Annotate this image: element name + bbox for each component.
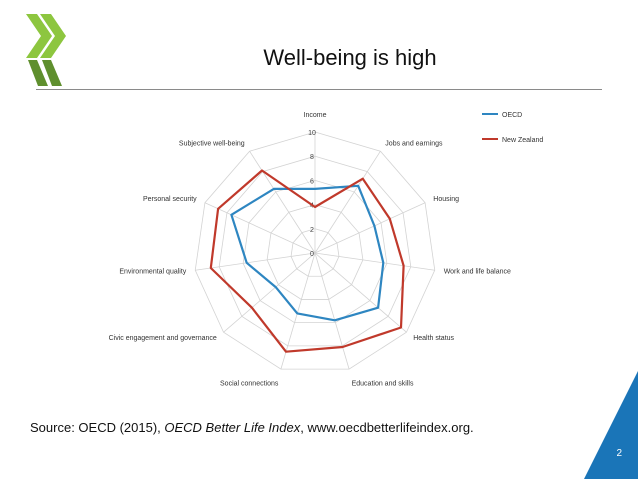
axis-label: Work and life balance [444,269,511,276]
grid-spoke [314,150,381,254]
series-line [209,169,405,353]
logo-chevron-upper [26,14,52,58]
grid-ring [242,179,388,324]
title-divider [36,89,602,90]
radar-axis-labels: Income Jobs and earnings Housing Work and l… [109,112,511,388]
slide-title: Well-being is high [263,45,437,70]
source-prefix: Source: OECD (2015), [30,420,165,435]
grid-spoke [314,252,350,370]
source-suffix: , www.oecdbetterlifeindex.org. [300,420,474,435]
axis-label: Social connections [220,381,279,388]
tick-label: 0 [310,251,314,258]
grid-spoke [314,252,407,333]
axis-label: Civic engagement and governance [109,335,217,342]
oecd-logo-icon [26,14,66,86]
source-publication: OECD Better Life Index [164,420,301,435]
grid-ring [194,131,436,370]
axis-label: Health status [413,335,454,342]
corner-accent [584,371,638,479]
axis-label: Housing [433,196,459,203]
grid-ring [218,155,412,347]
logo-chevron-upper-right [40,14,66,58]
source-note: Source: OECD (2015), OECD Better Life In… [30,420,474,435]
logo-chevron-lower-right [42,60,62,86]
legend-label-oecd: OECD [502,112,522,119]
axis-label: Environmental quality [119,269,186,276]
radar-grid [194,131,436,370]
grid-spoke [280,252,316,370]
axis-label: Subjective well-being [179,141,245,148]
axis-label: Personal security [143,196,197,203]
series-line [230,184,385,322]
page-number: 2 [616,448,622,459]
grid-spoke [204,202,316,254]
axis-label: Jobs and earnings [385,141,443,148]
corner-triangle [584,371,638,479]
grid-spoke [195,252,316,271]
grid-spoke [249,150,316,254]
tick-label: 2 [310,227,314,234]
chart-legend: OECD New Zealand [482,112,543,144]
tick-label: 6 [310,178,314,185]
grid-ring [266,204,364,300]
axis-label: Education and skills [352,381,414,388]
grid-spoke [314,202,426,254]
radar-series [209,169,405,353]
tick-label: 10 [308,130,316,137]
axis-label: Income [304,112,327,119]
legend-label-new-zealand: New Zealand [502,137,543,144]
grid-ring [290,228,340,277]
logo-chevron-lower [28,60,48,86]
grid-spoke [223,252,316,333]
tick-label: 8 [310,154,314,161]
grid-spoke [314,252,435,271]
